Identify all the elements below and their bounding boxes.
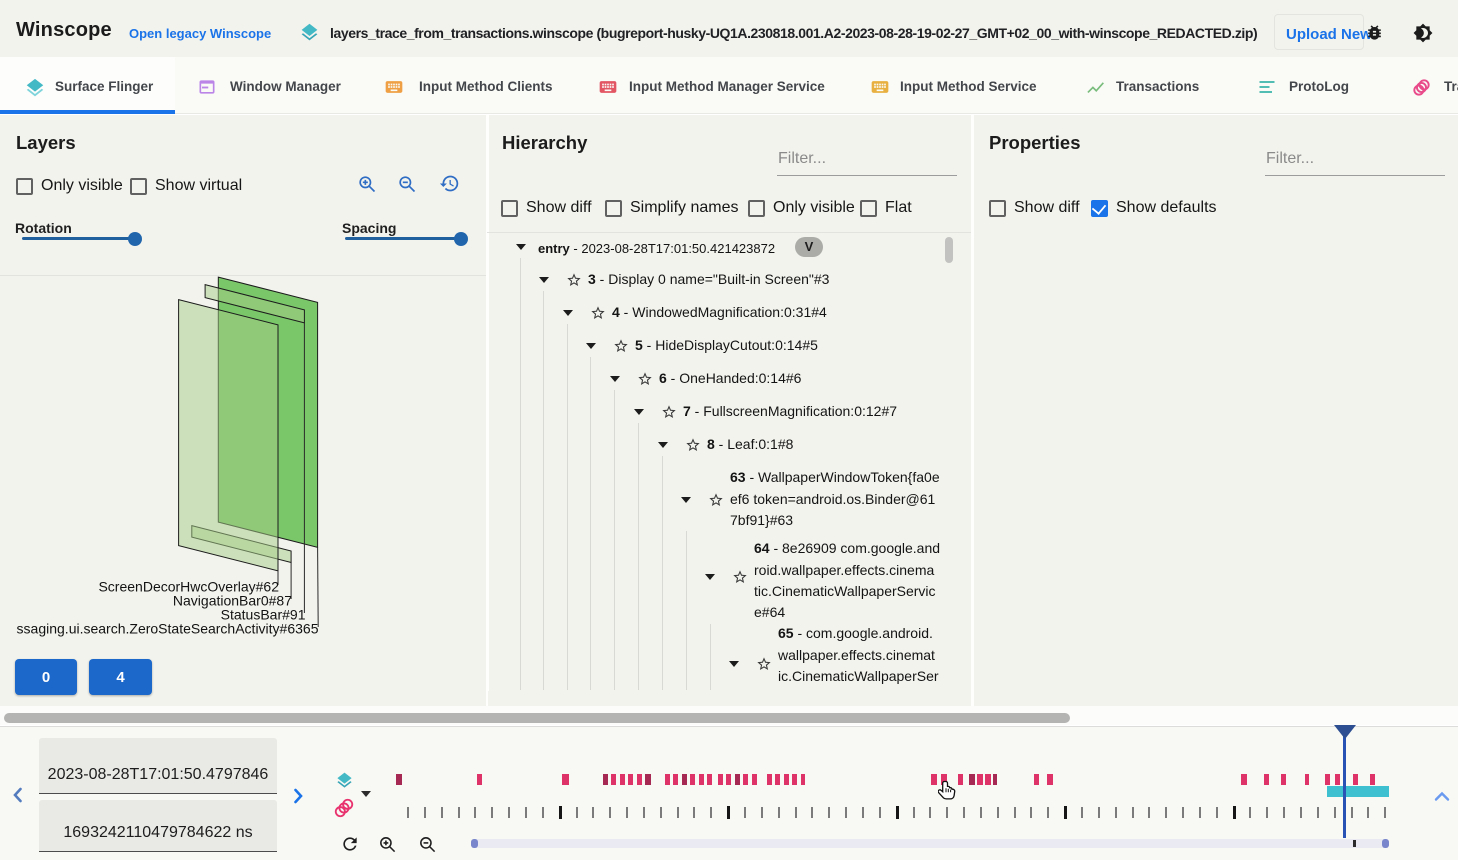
svg-text:ScreenDecorHwcOverlay#62: ScreenDecorHwcOverlay#62 (98, 579, 279, 595)
svg-text:StatusBar#91: StatusBar#91 (221, 607, 306, 623)
svg-text:NavigationBar0#87: NavigationBar0#87 (173, 593, 292, 609)
svg-text:ssaging.ui.search.ZeroStateSea: ssaging.ui.search.ZeroStateSearchActivit… (17, 621, 319, 637)
